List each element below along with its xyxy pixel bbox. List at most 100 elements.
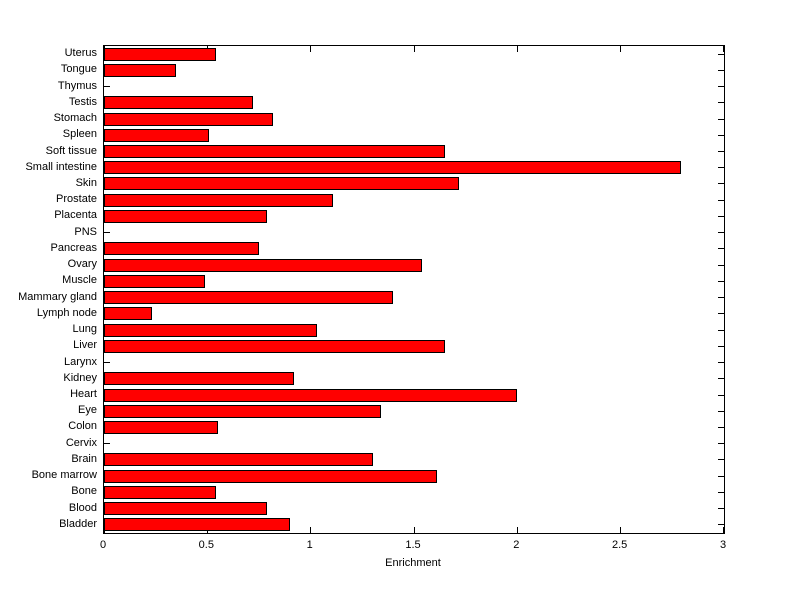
bar-blood [104,502,268,516]
x-tick-bottom-1.5 [413,527,415,533]
bar-tongue [104,63,177,77]
y-axis-label-placenta: Placenta [54,209,97,222]
bar-eye [104,404,381,418]
bar-placenta [104,209,268,223]
y-tick-right-thymus [718,86,724,88]
y-axis-label-colon: Colon [68,420,97,433]
x-tick-top-1.5 [413,46,415,52]
y-axis-label-soft-tissue: Soft tissue [45,144,97,157]
bar-soft-tissue [104,145,445,159]
y-axis-label-thymus: Thymus [57,79,97,92]
bar-uterus [104,47,216,61]
y-tick-left-pns [104,232,110,234]
bar-colon [104,420,218,434]
y-axis-label-prostate: Prostate [56,193,97,206]
y-axis-label-stomach: Stomach [53,112,97,125]
bar-heart [104,388,518,402]
bar-pancreas [104,242,259,256]
y-axis-label-brain: Brain [71,452,97,465]
bar-prostate [104,193,334,207]
y-axis-label-tongue: Tongue [60,63,97,76]
y-tick-right-ovary [718,264,724,266]
y-axis-label-eye: Eye [78,404,97,417]
y-tick-right-placenta [718,215,724,217]
y-tick-right-brain [718,459,724,461]
y-tick-right-lymph-node [718,313,724,315]
x-tick-top-1 [310,46,312,52]
bar-testis [104,96,253,110]
x-tick-top-2 [516,46,518,52]
bar-bladder [104,518,290,532]
y-tick-right-pancreas [718,248,724,250]
y-axis-label-muscle: Muscle [62,274,97,287]
bar-mammary-gland [104,291,394,305]
x-axis-tick-label-3: 3 [719,539,727,551]
bar-lymph-node [104,307,152,321]
y-axis-label-bladder: Bladder [59,517,97,530]
y-axis-label-pancreas: Pancreas [50,241,97,254]
y-tick-right-prostate [718,199,724,201]
x-axis-tick-label-1.5: 1.5 [405,539,421,551]
y-tick-right-blood [718,508,724,510]
bar-muscle [104,274,206,288]
y-tick-right-tongue [718,69,724,71]
y-axis-labels: Uterus Tongue Thymus Testis Stomach Spleen Sof… [0,45,97,532]
x-tick-bottom-1 [310,527,312,533]
y-axis-label-pns: PNS [74,225,97,238]
y-axis-label-small-intestine: Small intestine [25,160,97,173]
y-tick-right-liver [718,345,724,347]
y-tick-right-mammary-gland [718,297,724,299]
bar-lung [104,323,317,337]
y-tick-right-lung [718,329,724,331]
y-axis-label-kidney: Kidney [63,371,97,384]
bar-spleen [104,128,210,142]
y-axis-label-uterus: Uterus [64,47,97,60]
y-tick-right-pns [718,232,724,234]
bar-brain [104,453,373,467]
bar-skin [104,177,460,191]
x-axis-tick-labels: 0 0.5 1 1.5 2 2.5 3 [99,539,727,553]
y-tick-right-bladder [718,524,724,526]
y-tick-right-colon [718,426,724,428]
bar-bone [104,485,216,499]
y-axis-label-spleen: Spleen [62,128,97,141]
y-tick-right-cervix [718,443,724,445]
y-axis-label-heart: Heart [70,388,97,401]
y-axis-label-ovary: Ovary [67,258,97,271]
y-tick-right-larynx [718,362,724,364]
y-tick-right-kidney [718,378,724,380]
y-tick-left-thymus [104,86,110,88]
x-axis-tick-label-0: 0 [99,539,107,551]
bar-bone-marrow [104,469,437,483]
y-tick-right-heart [718,394,724,396]
y-tick-left-larynx [104,362,110,364]
y-axis-label-lymph-node: Lymph node [36,306,97,319]
x-axis-tick-label-1: 1 [306,539,313,551]
x-tick-bottom-2 [516,527,518,533]
x-axis-tick-label-0.5: 0.5 [198,539,214,551]
x-tick-top-2.5 [620,46,622,52]
y-tick-right-muscle [718,280,724,282]
y-axis-label-skin: Skin [75,176,97,189]
y-axis-label-bone-marrow: Bone marrow [31,469,97,482]
y-tick-right-eye [718,410,724,412]
y-axis-label-blood: Blood [68,501,97,514]
x-tick-bottom-3 [723,527,724,533]
y-axis-label-larynx: Larynx [63,355,97,368]
y-tick-right-testis [718,102,724,104]
y-axis-label-mammary-gland: Mammary gland [18,290,97,303]
y-axis-label-cervix: Cervix [65,436,97,449]
y-tick-right-bone [718,491,724,493]
y-axis-label-lung: Lung [72,323,97,336]
x-axis-tick-label-2.5: 2.5 [612,539,628,551]
y-tick-right-uterus [718,53,724,55]
plot-area [103,45,725,534]
bar-small-intestine [104,161,681,175]
bar-kidney [104,372,295,386]
bar-liver [104,339,445,353]
y-tick-right-stomach [718,118,724,120]
y-tick-right-soft-tissue [718,151,724,153]
y-tick-right-small-intestine [718,167,724,169]
y-axis-label-bone: Bone [71,485,97,498]
